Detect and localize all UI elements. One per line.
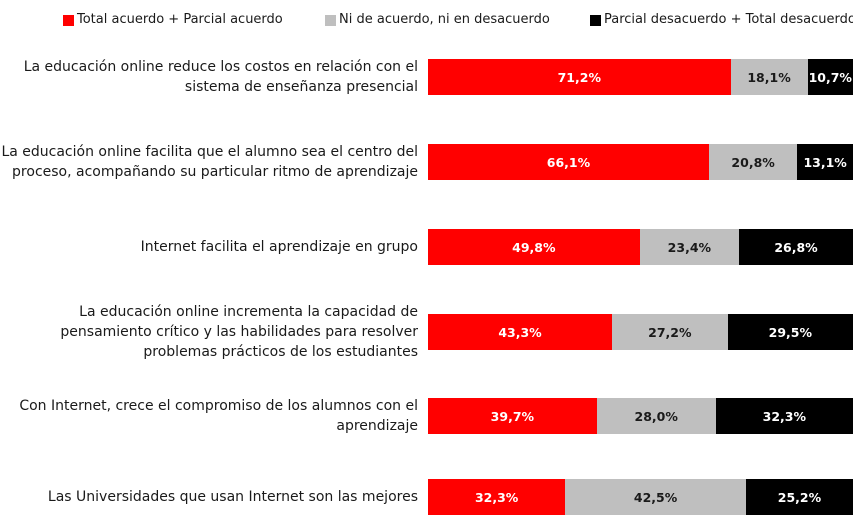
value-label: 10,7% xyxy=(808,69,852,85)
bar-segment: 49,8% xyxy=(428,229,640,265)
bar-segment: 18,1% xyxy=(730,59,808,95)
legend-swatch xyxy=(325,14,336,26)
value-label: 32,3% xyxy=(762,408,807,424)
value-label: 32,3% xyxy=(474,489,519,505)
value-label: 28,0% xyxy=(634,408,678,424)
bar-segment: 23,4% xyxy=(639,229,740,265)
category-label: Con Internet, crece el compromiso de los… xyxy=(19,398,418,434)
bar-segment: 43,3% xyxy=(428,314,613,350)
legend-item: Ni de acuerdo, ni en desacuerdo xyxy=(325,12,550,28)
value-label: 39,7% xyxy=(490,408,535,424)
bar-segment: 28,0% xyxy=(596,398,716,434)
value-label: 18,1% xyxy=(747,69,791,85)
category-label: La educación online reduce los costos en… xyxy=(23,59,418,95)
value-label: 43,3% xyxy=(498,324,542,340)
value-label: 26,8% xyxy=(774,239,818,255)
bar-segment: 26,8% xyxy=(739,229,853,265)
bar-segment: 32,3% xyxy=(428,479,566,515)
bar-segment: 13,1% xyxy=(797,144,853,180)
value-label: 13,1% xyxy=(803,154,847,170)
bar-segment: 66,1% xyxy=(428,144,709,180)
value-label: 42,5% xyxy=(633,489,678,505)
legend-item: Parcial desacuerdo + Total desacuerdo xyxy=(590,12,853,28)
legend-swatch xyxy=(63,14,74,26)
bar-segment: 25,2% xyxy=(745,479,853,515)
legend-label: Ni de acuerdo, ni en desacuerdo xyxy=(339,12,550,27)
bar-segment: 42,5% xyxy=(565,479,746,515)
bar-segment: 10,7% xyxy=(807,59,853,95)
value-label: 66,1% xyxy=(546,154,591,170)
value-label: 25,2% xyxy=(777,489,822,505)
legend-label: Total acuerdo + Parcial acuerdo xyxy=(77,12,283,27)
category-label: Internet facilita el aprendizaje en grup… xyxy=(140,239,418,255)
value-label: 29,5% xyxy=(768,324,812,340)
category-label: La educación online facilita que el alum… xyxy=(1,144,418,180)
value-label: 20,8% xyxy=(731,154,775,170)
bar-segment: 71,2% xyxy=(428,59,731,95)
category-label: Las Universidades que usan Internet son … xyxy=(47,489,418,505)
bar-segment: 27,2% xyxy=(612,314,728,350)
legend-item: Total acuerdo + Parcial acuerdo xyxy=(63,12,283,28)
bar-segment: 29,5% xyxy=(727,314,853,350)
value-label: 27,2% xyxy=(648,324,692,340)
bar-segment: 20,8% xyxy=(708,144,798,180)
value-label: 23,4% xyxy=(667,239,712,255)
category-label: La educación online incrementa la capaci… xyxy=(60,304,418,360)
legend-label: Parcial desacuerdo + Total desacuerdo xyxy=(604,12,853,27)
bar-segment: 39,7% xyxy=(428,398,597,434)
bar-segment: 32,3% xyxy=(715,398,853,434)
legend-swatch xyxy=(590,14,601,26)
value-label: 49,8% xyxy=(512,239,556,255)
value-label: 71,2% xyxy=(557,69,601,85)
